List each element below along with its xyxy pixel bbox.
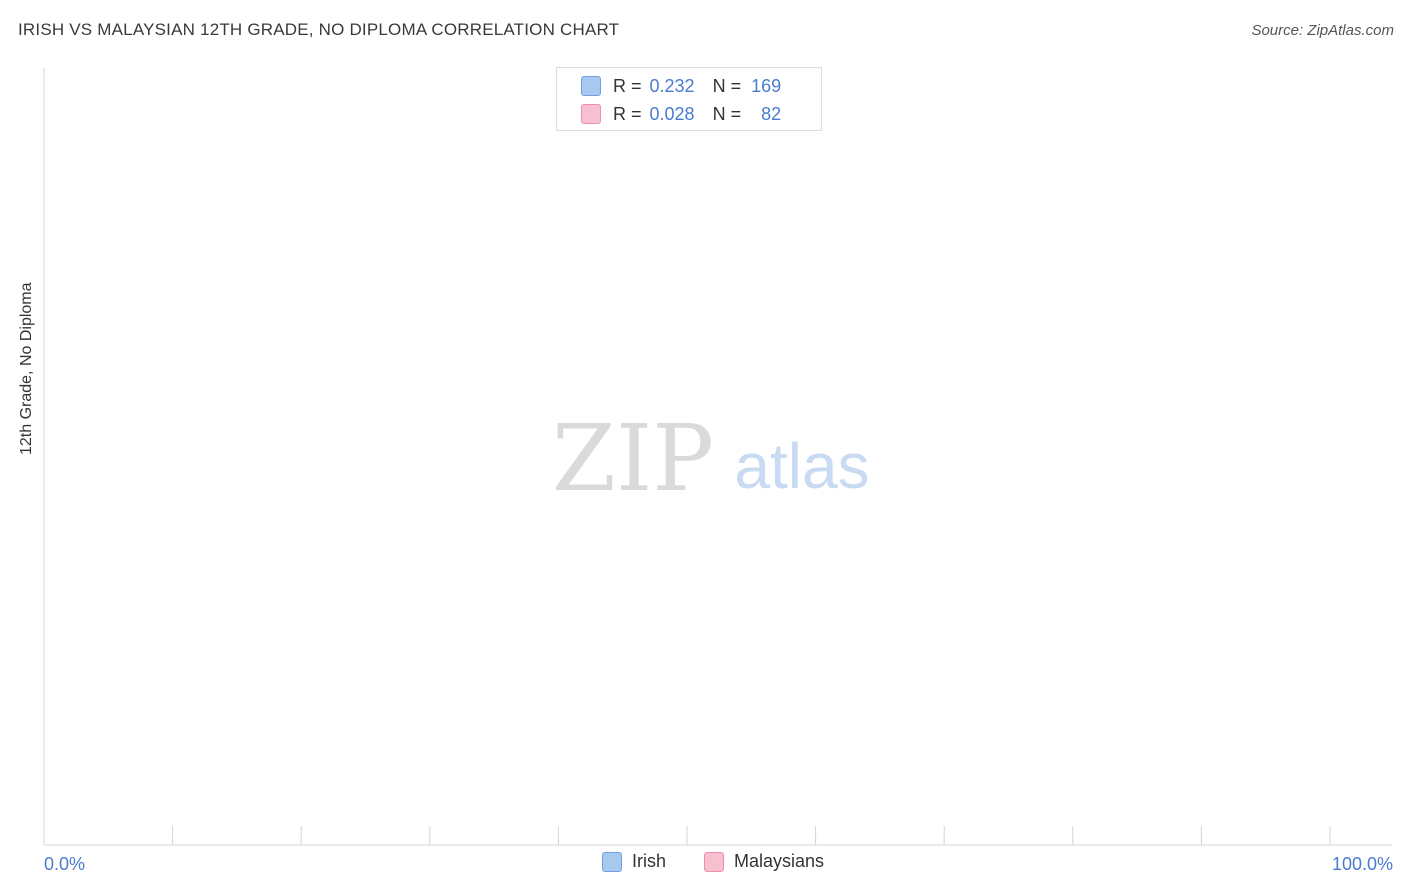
watermark-zip: ZIP [552,405,714,512]
x-tick-label: 0.0% [44,854,85,874]
malaysians-swatch [581,104,601,124]
watermark: ZIP atlas [552,405,870,512]
source-label: Source: ZipAtlas.com [1251,22,1394,39]
irish-r-label: R = [613,75,642,96]
axes [43,68,1392,846]
malaysians-r-label: R = [613,103,642,124]
irish-n-value: 169 [751,75,782,96]
malaysians-r-value: 0.028 [649,103,695,124]
irish-swatch [581,76,601,96]
malaysians-n-value: 82 [761,103,782,124]
legend-irish-swatch [602,851,622,872]
malaysians-n-label: N = [712,103,742,124]
stats-legend: R = 0.232 N = 169 R = 0.028 N = 82 [556,67,822,131]
x-tick-label: 100.0% [1332,854,1393,874]
legend-malaysians-swatch [704,851,724,872]
stats-row-irish: R = 0.232 N = 169 [581,74,781,98]
tick-labels: 70.0%80.0%90.0%100.0%0.0%100.0% [44,854,1393,874]
irish-r-value: 0.232 [649,75,695,96]
chart-title: IRISH VS MALAYSIAN 12TH GRADE, NO DIPLOM… [18,20,620,39]
legend-item-irish[interactable]: Irish [602,851,666,872]
legend-irish-label: Irish [632,851,667,871]
y-axis-label: 12th Grade, No Diploma [18,282,35,455]
legend-item-malaysians[interactable]: Malaysians [704,851,824,872]
legend-malaysians-label: Malaysians [734,851,825,871]
bottom-legend: Irish Malaysians [0,851,1406,877]
irish-n-label: N = [712,75,742,96]
stats-row-malaysians: R = 0.028 N = 82 [581,102,781,126]
watermark-atlas: atlas [734,430,869,502]
